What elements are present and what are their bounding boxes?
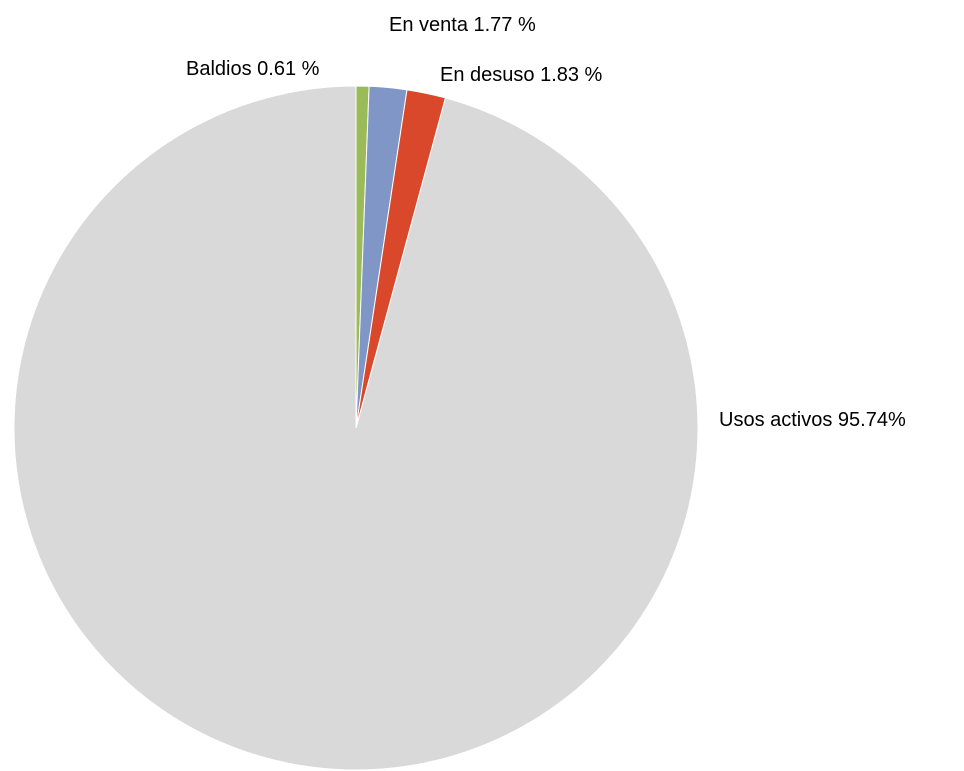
pie-slice-usos-activos [13, 85, 699, 771]
pie-slices [13, 85, 699, 771]
slice-label-baldios: Baldios 0.61 % [186, 58, 320, 80]
slice-label-en-desuso: En desuso 1.83 % [440, 64, 603, 86]
slice-label-usos-activos: Usos activos 95.74% [719, 409, 906, 431]
slice-label-en-venta: En venta 1.77 % [389, 14, 536, 36]
pie-labels: Baldios 0.61 % En venta 1.77 % En desuso 1… [186, 14, 906, 431]
